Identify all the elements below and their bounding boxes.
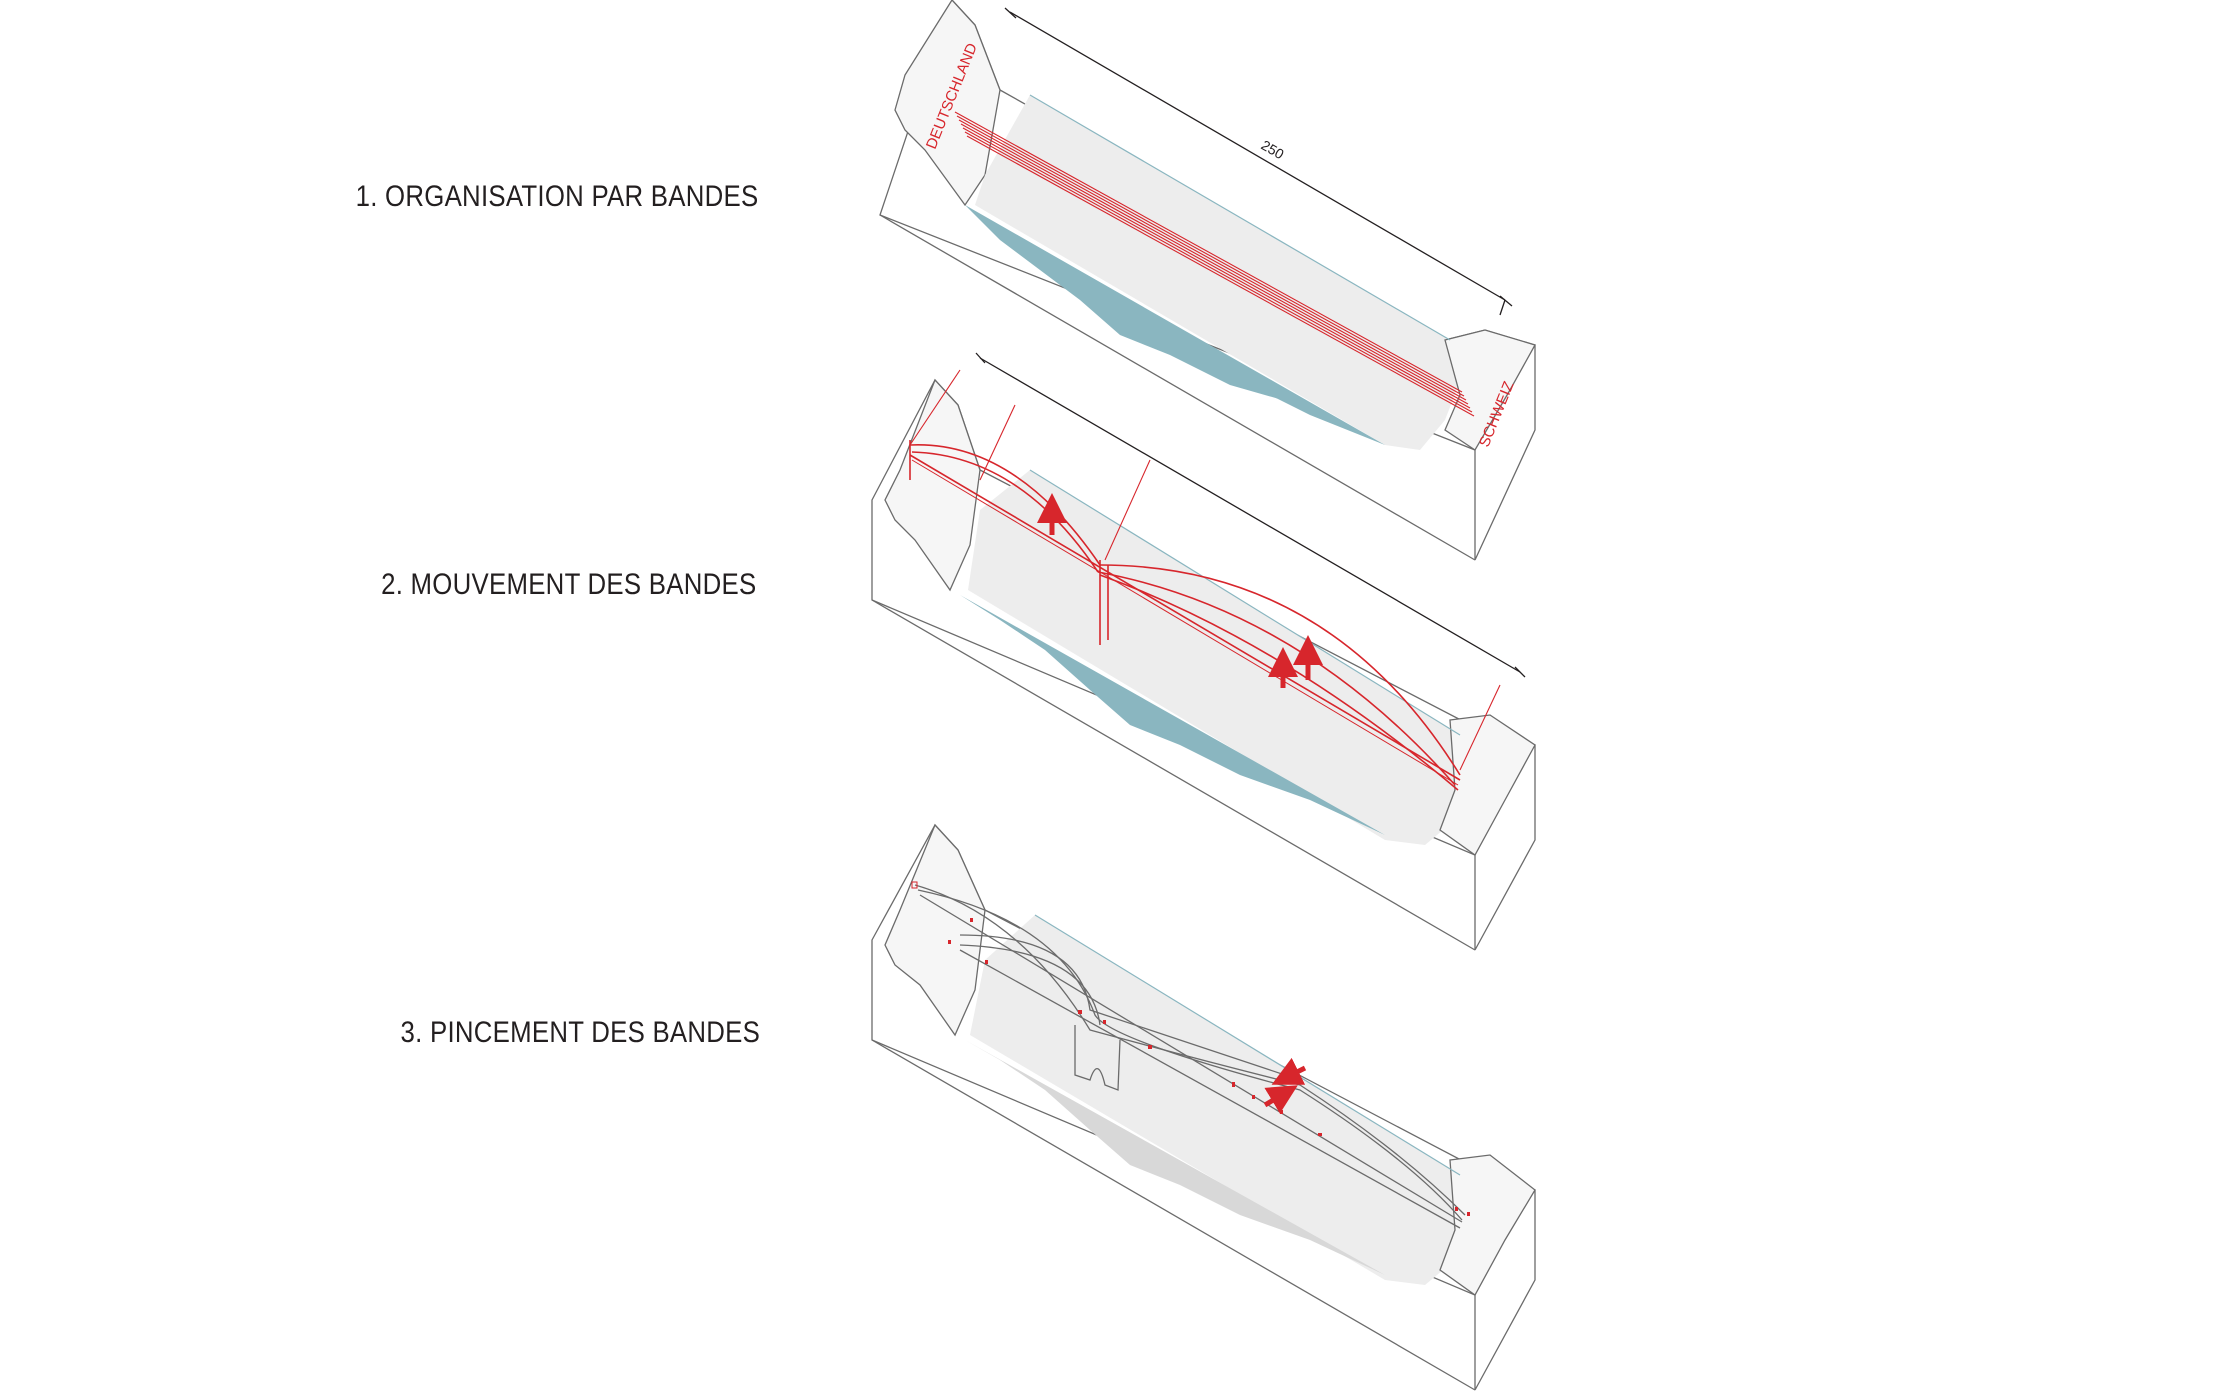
arch-left bbox=[909, 444, 1101, 566]
block-1-left-bank bbox=[894, 0, 1001, 207]
block-2-waterline bbox=[1029, 469, 1461, 736]
band-1 bbox=[954, 111, 1463, 393]
block-2-water bbox=[960, 595, 1385, 835]
section-leader-2 bbox=[979, 404, 1016, 481]
block-3-front-edge bbox=[871, 1039, 1476, 1391]
step-3-label: 3. PINCEMENT DES BANDES bbox=[400, 1016, 760, 1049]
block-1-front-edge bbox=[879, 214, 1476, 561]
band-5 bbox=[962, 127, 1471, 409]
marker bbox=[1103, 1020, 1106, 1024]
span-dimension-line bbox=[1004, 7, 1513, 316]
marker bbox=[985, 960, 988, 964]
block-3-right-bank bbox=[1439, 1154, 1536, 1296]
block-2-left-bank bbox=[884, 378, 981, 592]
band-7 bbox=[966, 135, 1475, 417]
marker bbox=[1455, 1207, 1458, 1211]
block-3-terrain bbox=[871, 823, 1536, 1391]
band-4 bbox=[960, 123, 1469, 405]
marker bbox=[1467, 1212, 1470, 1216]
step-2-label: 2. MOUVEMENT DES BANDES bbox=[380, 568, 756, 601]
section-leader-3 bbox=[1104, 459, 1151, 561]
block-1-terrain bbox=[879, 0, 1536, 561]
arch-left-2 bbox=[911, 451, 1099, 573]
deck-line-2 bbox=[911, 459, 1459, 786]
pinch-arrow-top bbox=[1271, 1057, 1307, 1085]
section-leader-4 bbox=[1459, 684, 1501, 771]
band-6 bbox=[964, 131, 1473, 413]
block-1-bands bbox=[954, 111, 1475, 417]
block-2-right-bank bbox=[1439, 714, 1536, 856]
pinch-arrow-bottom bbox=[1263, 1085, 1298, 1114]
block-3-water bbox=[965, 1040, 1385, 1275]
marker bbox=[948, 940, 951, 944]
deck-line bbox=[909, 454, 1461, 781]
block-1-waterline bbox=[1029, 94, 1451, 341]
arch-right bbox=[1099, 564, 1461, 776]
section-leader-1 bbox=[909, 369, 961, 446]
block-3-left-bank bbox=[884, 823, 986, 1037]
arch-right-2 bbox=[1097, 571, 1456, 786]
marker bbox=[1148, 1045, 1152, 1049]
pinched-band-4 bbox=[959, 944, 1101, 1026]
block-2-terrain bbox=[871, 378, 1536, 951]
marker bbox=[1078, 1010, 1082, 1014]
deck-band bbox=[919, 894, 1463, 1223]
step-1-label: 1. ORGANISATION PAR BANDES bbox=[355, 180, 758, 213]
block-3-bands bbox=[914, 884, 1466, 1229]
pinched-band-2 bbox=[917, 889, 1463, 1221]
marker bbox=[1318, 1133, 1322, 1136]
band-2 bbox=[956, 115, 1465, 397]
marker bbox=[911, 881, 918, 889]
marker bbox=[970, 918, 973, 922]
marker bbox=[1232, 1082, 1235, 1087]
block-2-dimension-line bbox=[975, 352, 1526, 678]
pinched-band-1 bbox=[914, 884, 1466, 1216]
block-1-riverbed bbox=[975, 95, 1470, 450]
pier bbox=[1074, 1025, 1121, 1091]
pinched-band-3 bbox=[959, 934, 1301, 1081]
deck-band-2 bbox=[959, 949, 1461, 1229]
lift-arrows bbox=[1037, 493, 1323, 688]
band-3 bbox=[958, 119, 1467, 401]
marker bbox=[1252, 1095, 1255, 1099]
marker bbox=[1280, 1110, 1283, 1114]
block-1-water-body bbox=[965, 205, 1385, 445]
block-2-front-edge bbox=[871, 599, 1476, 951]
block-3-waterline bbox=[1034, 914, 1461, 1176]
pinch-arrows bbox=[1263, 1057, 1307, 1114]
